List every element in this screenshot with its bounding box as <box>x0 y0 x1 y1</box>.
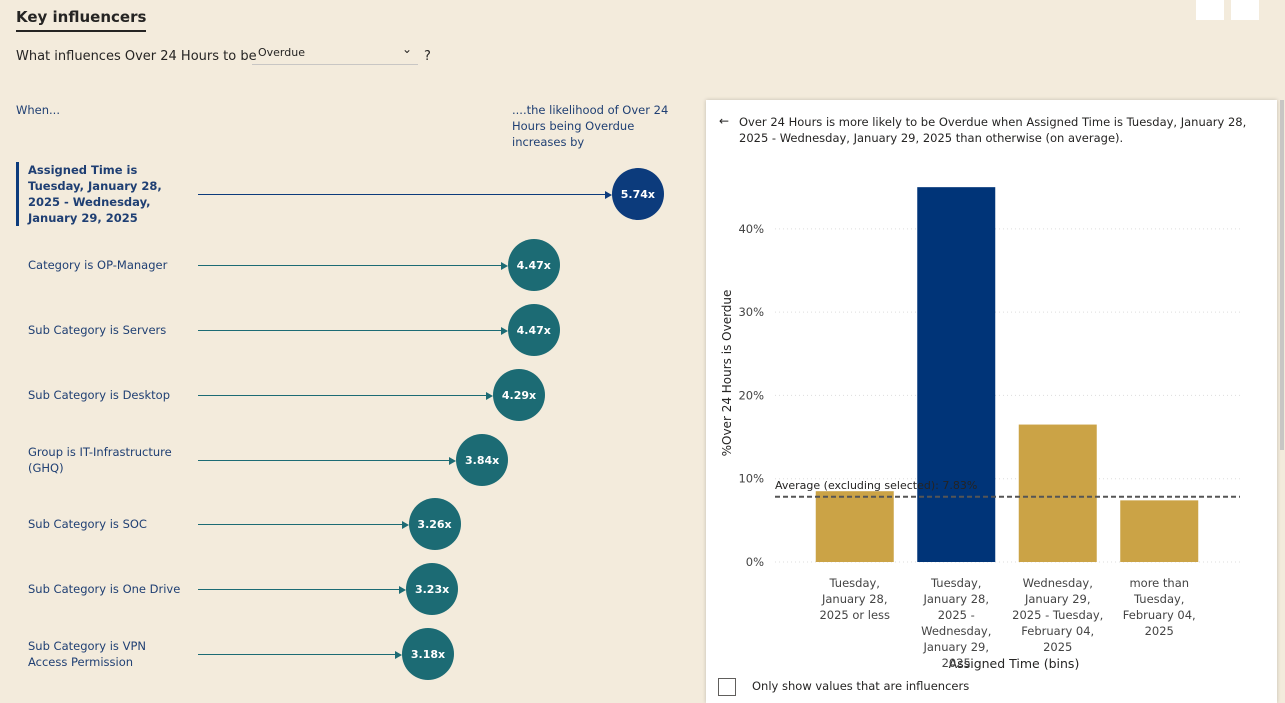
influence-bubble: 3.18x <box>402 628 454 680</box>
left-column-header: When... <box>16 103 60 117</box>
influence-bubble: 3.26x <box>408 498 461 550</box>
connector-arrow <box>500 326 508 335</box>
checkbox-label: Only show values that are influencers <box>752 679 970 693</box>
influence-bubble: 3.23x <box>406 563 459 615</box>
connector-line <box>198 265 502 266</box>
connector-arrow <box>500 261 508 270</box>
connector-arrow <box>399 585 407 594</box>
x-axis-title: Assigned Time (bins) <box>949 656 1080 671</box>
target-dropdown[interactable]: Overdue ⌄ <box>252 40 418 65</box>
connector-line <box>198 194 606 195</box>
x-tick-label: Tuesday, January 28, 2025 or less <box>819 576 891 622</box>
question: What influences Over 24 Hours to be <box>16 49 257 64</box>
connector-line <box>198 330 502 331</box>
connector-arrow <box>604 190 612 199</box>
dropdown-value: Overdue <box>258 46 305 59</box>
influence-bubble: 3.84x <box>456 434 509 486</box>
connector-arrow <box>395 650 402 659</box>
filter-icon[interactable] <box>1196 0 1224 20</box>
influence-bubble: 4.47x <box>507 239 560 291</box>
influencer-label: Sub Category is Servers <box>28 323 167 337</box>
influencer-label: Sub Category is VPN Access Permission <box>28 639 146 669</box>
bar <box>815 491 894 562</box>
detail-title: Over 24 Hours is more likely to be Overd… <box>739 115 1247 145</box>
influence-bubble: 5.74x <box>611 168 664 220</box>
influence-bubble: 4.29x <box>493 369 546 421</box>
focus-icon[interactable] <box>1231 0 1259 20</box>
influencer-label: Sub Category is One Drive <box>28 582 181 596</box>
bubble-label: 3.84x <box>464 453 500 467</box>
connector-line <box>198 524 403 525</box>
x-tick-label: Wednesday, January 29, 2025 - Tuesday, F… <box>1012 576 1104 654</box>
connector-arrow <box>449 456 457 465</box>
bubble-label: 4.47x <box>516 258 551 272</box>
influencer-label: Assigned Time is Tuesday, January 28, 20… <box>28 163 162 225</box>
y-axis-title: %Over 24 Hours is Overdue <box>720 290 734 457</box>
right-column-header: ....the likelihood of Over 24 Hours bein… <box>512 103 669 149</box>
average-label: Average (excluding selected): 7.83% <box>775 479 977 492</box>
scrollbar <box>1280 100 1284 450</box>
bar <box>1018 424 1097 562</box>
y-tick-label: 20% <box>738 388 764 402</box>
connector-line <box>198 460 451 461</box>
selection-bar <box>16 162 19 226</box>
y-tick-label: 30% <box>738 305 764 319</box>
connector-line <box>198 395 488 396</box>
influencer-label: Sub Category is Desktop <box>28 388 170 402</box>
bar <box>1120 500 1199 562</box>
bubble-label: 3.26x <box>417 517 452 531</box>
bubble-label: 4.47x <box>516 323 551 337</box>
checkbox[interactable] <box>718 678 736 696</box>
connector-arrow <box>486 391 494 400</box>
y-tick-label: 40% <box>738 222 764 236</box>
x-tick-label: more than Tuesday, February 04, 2025 <box>1122 576 1196 638</box>
connector-line <box>198 589 401 590</box>
influencer-label: Category is OP-Manager <box>28 258 168 272</box>
bubble-label: 3.23x <box>414 582 450 596</box>
question-mark: ? <box>424 49 431 64</box>
visual-title: Key influencers <box>16 8 147 32</box>
y-tick-label: 0% <box>746 555 764 569</box>
chevron: ⌄ <box>401 42 412 56</box>
bubble-label: 5.74x <box>620 187 656 201</box>
y-tick-label: 10% <box>738 472 764 486</box>
x-tick-label: Tuesday, January 28, 2025 - Wednesday, J… <box>921 576 992 670</box>
back-arrow[interactable]: ← <box>719 114 730 128</box>
bubble-label: 3.18x <box>410 647 446 661</box>
bubble-label: 4.29x <box>501 388 537 402</box>
connector-line <box>198 654 396 655</box>
influencer-label: Sub Category is SOC <box>28 517 147 531</box>
influencer-label: Group is IT-Infrastructure (GHQ) <box>28 445 172 475</box>
influence-bubble: 4.47x <box>507 304 560 356</box>
bar <box>917 187 996 562</box>
connector-arrow <box>401 520 409 529</box>
